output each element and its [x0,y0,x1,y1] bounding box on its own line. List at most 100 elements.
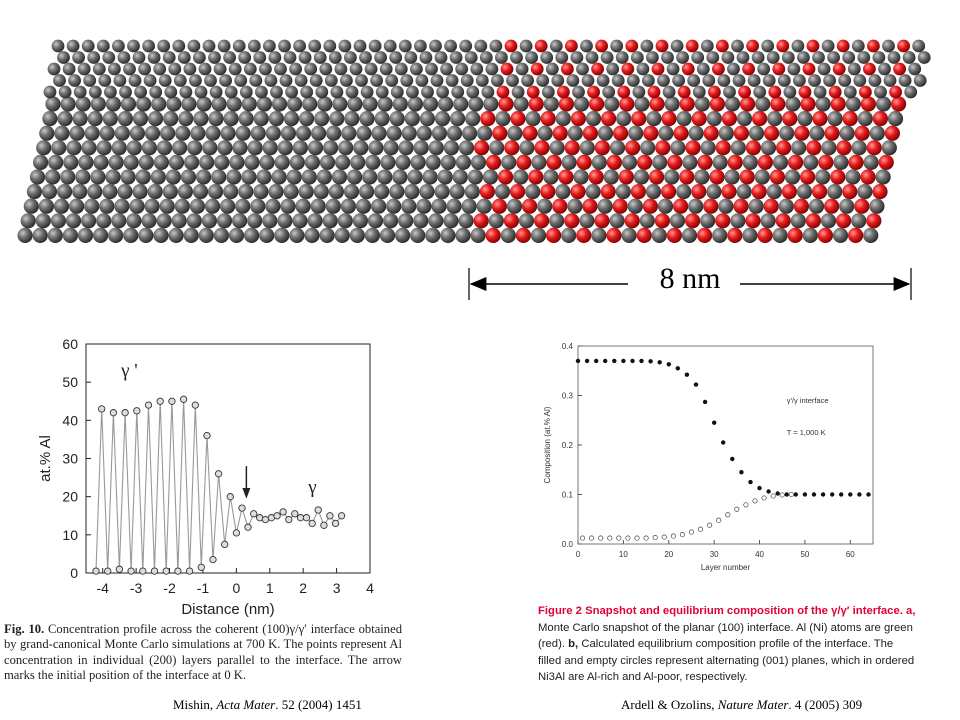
figure-left-caption: Fig. 10. Concentration profile across th… [4,622,402,684]
ni-atom [576,62,589,76]
ni-atom [394,62,408,76]
ni-atom [525,111,541,127]
data-point [98,405,106,413]
ni-atom [114,125,130,141]
ni-atom [202,140,218,156]
ni-atom [26,184,42,200]
ni-atom [68,74,81,87]
al-atom [781,184,798,200]
al-atom [776,39,790,53]
al-atom [643,125,659,141]
al-atom [836,39,850,53]
ni-atom [555,111,571,127]
ni-atom [232,140,248,156]
empty-point [716,517,722,523]
filled-point [684,372,690,377]
empty-point [707,522,713,528]
ni-atom [827,111,843,127]
ni-atom [41,184,58,200]
ni-atom [45,96,61,112]
ni-atom [141,140,157,156]
ni-atom [404,184,420,200]
al-atom [805,213,822,229]
filled-point [721,440,726,445]
filled-point [848,492,853,497]
filled-point [666,362,671,367]
ni-atom [362,96,378,112]
ni-atom [383,213,399,229]
al-atom [576,227,592,243]
ni-atom [328,184,344,200]
al-atom [727,227,743,243]
al-atom [637,154,653,170]
al-atom [788,154,804,170]
ni-atom [96,213,112,229]
al-atom [859,85,872,99]
ni-atom [177,184,193,200]
ni-atom [73,85,87,99]
front-face-atoms [17,96,907,243]
filled-point [830,492,835,497]
top-face-atoms [43,39,931,99]
al-atom [540,184,556,200]
al-atom [812,111,828,127]
ni-atom [364,62,378,76]
ni-atom [438,96,454,112]
al-atom [691,184,707,200]
ni-atom [413,213,429,229]
ni-atom [872,51,886,64]
al-atom [528,169,544,185]
ni-atom [383,39,397,53]
ni-atom [761,39,775,53]
ni-atom [58,85,72,99]
data-point [221,540,229,549]
ni-atom [832,227,849,243]
ni-atom [419,111,435,127]
al-atom [552,125,568,141]
ni-atom [66,140,82,156]
al-atom [842,111,858,127]
ni-atom [164,85,178,99]
al-atom [557,85,570,99]
ni-atom [449,51,463,64]
x-tick-label: 40 [755,550,764,559]
ni-atom [525,51,538,64]
ni-atom [465,111,481,127]
ni-atom [323,140,339,156]
ni-atom [304,154,320,170]
data-point [185,567,194,575]
legend-temperature-label: T = 1,000 K [787,428,826,437]
al-atom [565,39,578,53]
al-atom [510,111,526,127]
ni-atom [353,39,367,53]
ni-atom [785,96,801,112]
al-atom [655,140,671,156]
ni-atom [208,184,224,200]
al-atom [860,169,876,185]
ni-atom [204,198,221,214]
data-point [238,504,246,512]
x-tick-label: -3 [130,580,143,596]
ni-atom [712,154,728,170]
ni-atom [530,227,547,243]
ni-atom [92,62,106,76]
ni-atom [392,96,408,112]
ni-atom [753,85,767,99]
ni-atom [134,85,148,99]
al-atom [685,140,701,156]
ni-atom [171,213,187,229]
ni-atom [172,39,186,53]
al-atom [606,227,622,243]
ni-atom [355,198,372,214]
ni-atom [265,125,281,141]
al-atom [649,96,665,112]
ni-atom [323,39,337,53]
ni-atom [347,96,363,112]
ni-atom [717,74,731,87]
al-atom [752,111,768,127]
ni-atom [194,85,208,99]
ni-atom [847,62,861,76]
citation-left: Mishin, Acta Mater. 52 (2004) 1451 [173,697,362,713]
ni-atom [250,198,266,214]
ni-atom [682,154,698,170]
